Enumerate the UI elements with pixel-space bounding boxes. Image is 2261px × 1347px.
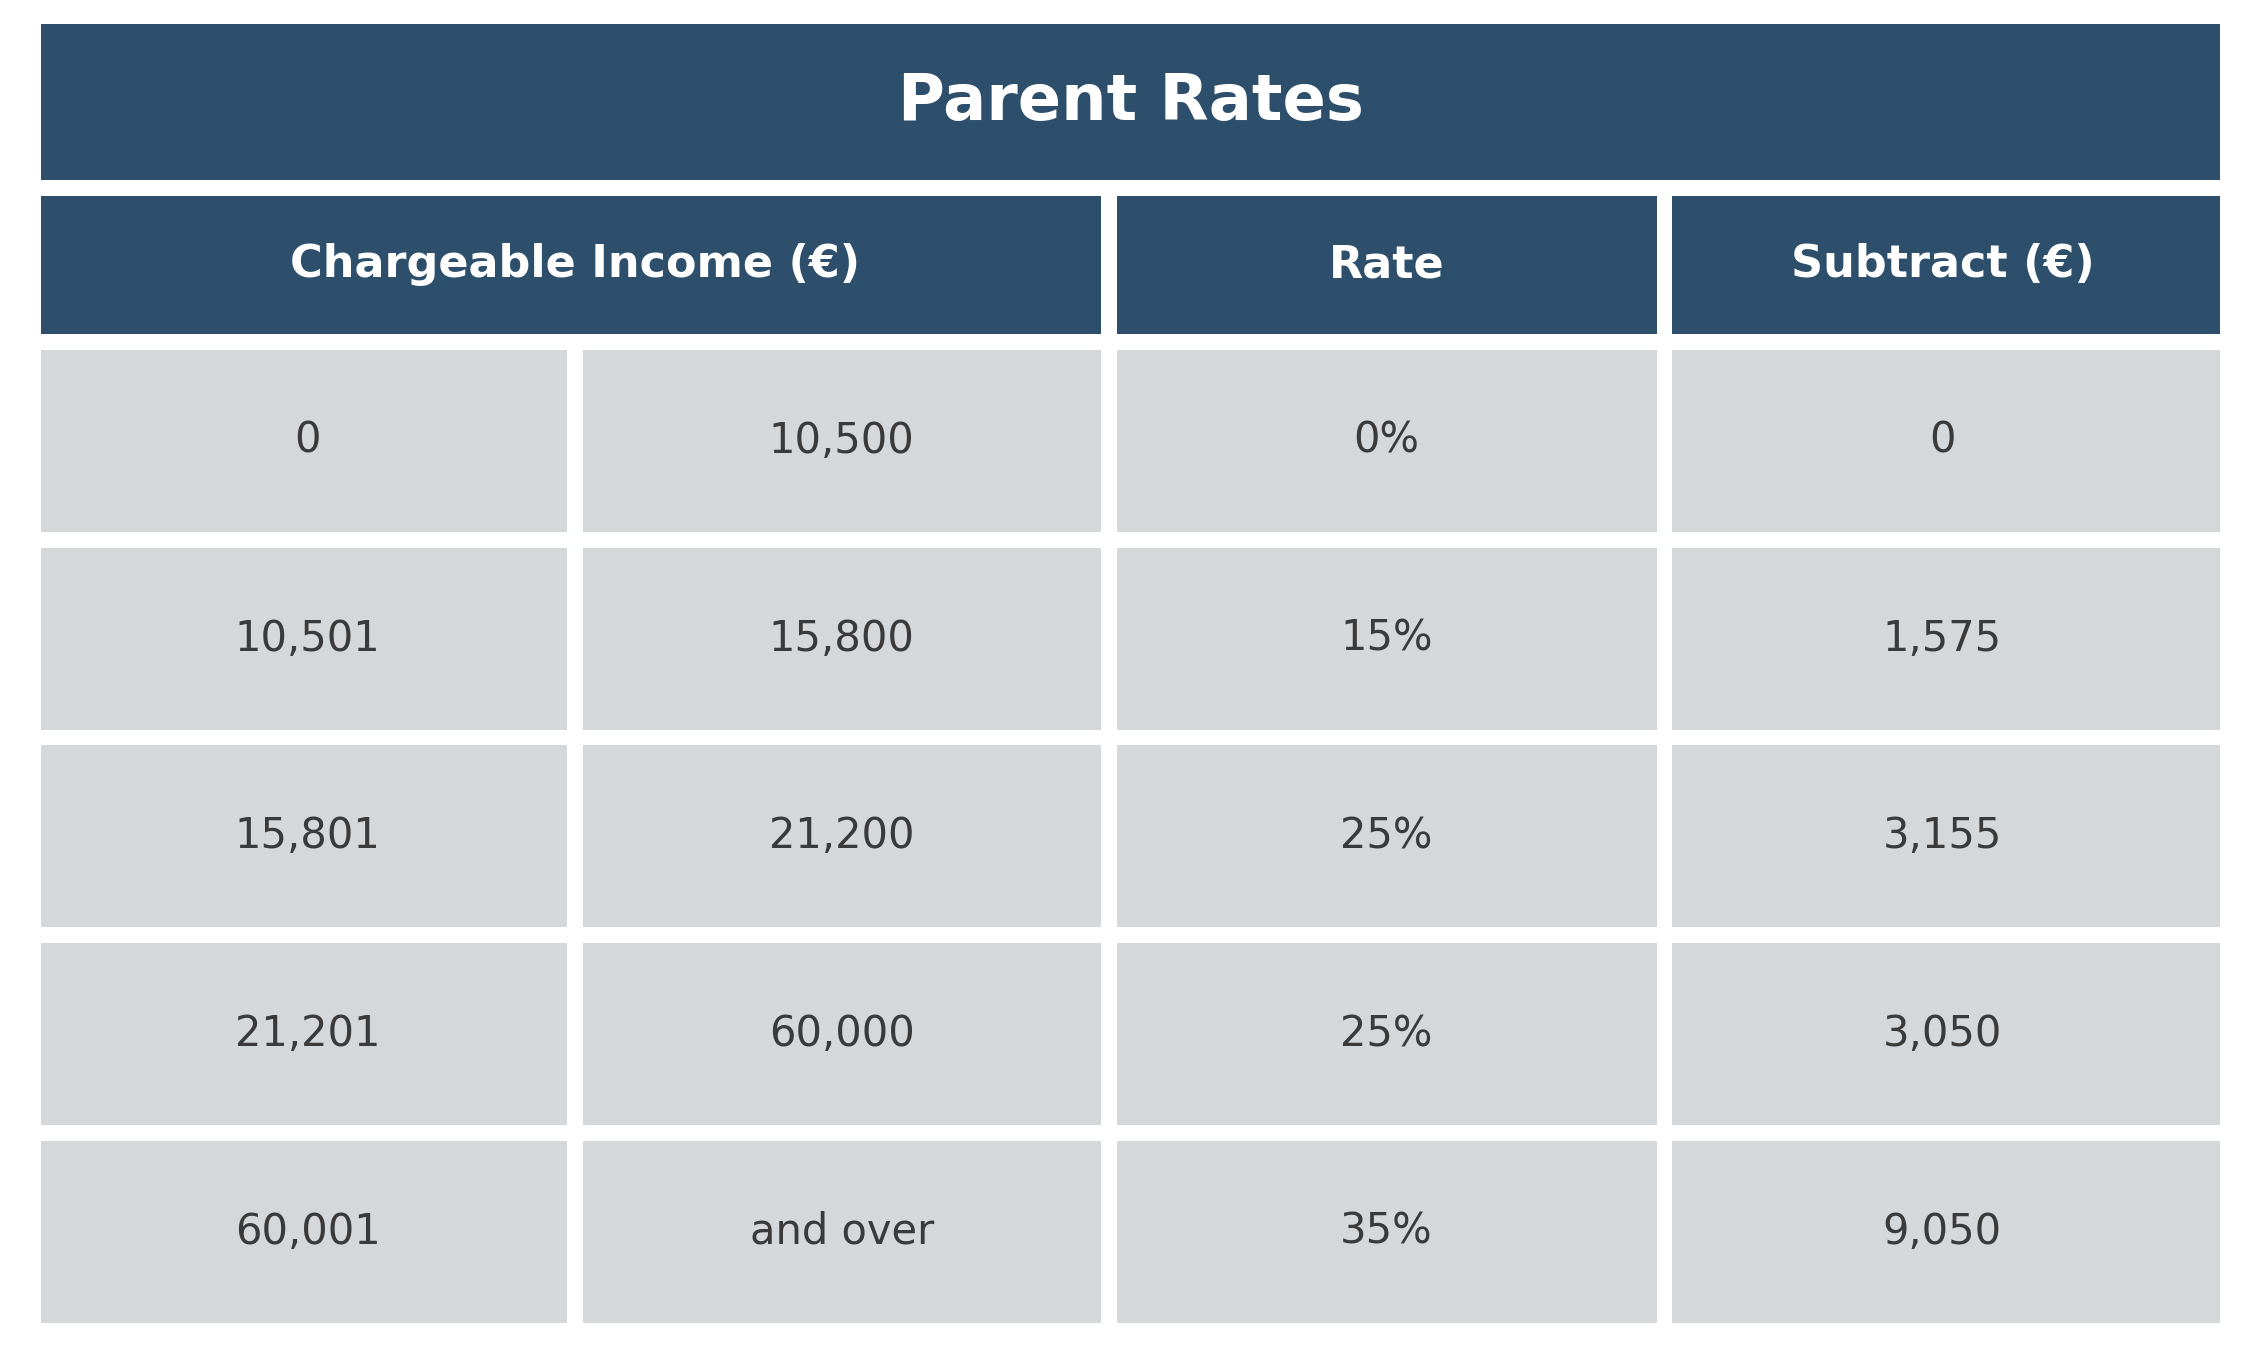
- Text: 0: 0: [294, 420, 321, 462]
- Bar: [1101, 350, 1117, 532]
- Bar: [41, 1141, 2220, 1323]
- Bar: [1101, 1141, 1117, 1323]
- Text: and over: and over: [751, 1211, 934, 1253]
- Bar: [1657, 548, 1673, 730]
- Bar: [1657, 745, 1673, 927]
- Text: 15,800: 15,800: [769, 617, 916, 660]
- Text: 60,000: 60,000: [769, 1013, 916, 1055]
- Text: 21,201: 21,201: [235, 1013, 380, 1055]
- Text: 9,050: 9,050: [1883, 1211, 2001, 1253]
- Bar: [1101, 195, 1117, 334]
- Bar: [1101, 943, 1117, 1125]
- Text: 0%: 0%: [1354, 420, 1420, 462]
- Bar: [41, 24, 2220, 179]
- Bar: [41, 943, 2220, 1125]
- Bar: [568, 548, 583, 730]
- Bar: [41, 745, 2220, 927]
- Bar: [568, 1141, 583, 1323]
- Text: Parent Rates: Parent Rates: [898, 71, 1363, 133]
- Bar: [41, 195, 2220, 334]
- Text: 10,501: 10,501: [235, 617, 380, 660]
- Bar: [568, 350, 583, 532]
- Text: Rate: Rate: [1329, 244, 1445, 287]
- Text: 15,801: 15,801: [235, 815, 380, 857]
- Bar: [41, 350, 2220, 532]
- Bar: [1657, 350, 1673, 532]
- Text: 35%: 35%: [1341, 1211, 1433, 1253]
- Bar: [1657, 195, 1673, 334]
- Bar: [41, 548, 2220, 730]
- Text: Chargeable Income (€): Chargeable Income (€): [289, 244, 859, 287]
- Text: 15%: 15%: [1341, 617, 1433, 660]
- Text: 10,500: 10,500: [769, 420, 916, 462]
- Bar: [1101, 548, 1117, 730]
- Text: Subtract (€): Subtract (€): [1791, 244, 2094, 287]
- Bar: [568, 943, 583, 1125]
- Bar: [1657, 943, 1673, 1125]
- Text: 21,200: 21,200: [769, 815, 913, 857]
- Bar: [568, 745, 583, 927]
- Text: 60,001: 60,001: [235, 1211, 380, 1253]
- Text: 1,575: 1,575: [1883, 617, 2001, 660]
- Text: 0: 0: [1929, 420, 1956, 462]
- Text: 3,050: 3,050: [1883, 1013, 2001, 1055]
- Bar: [1101, 745, 1117, 927]
- Text: 3,155: 3,155: [1883, 815, 2001, 857]
- Text: 25%: 25%: [1341, 1013, 1433, 1055]
- Text: 25%: 25%: [1341, 815, 1433, 857]
- Bar: [1657, 1141, 1673, 1323]
